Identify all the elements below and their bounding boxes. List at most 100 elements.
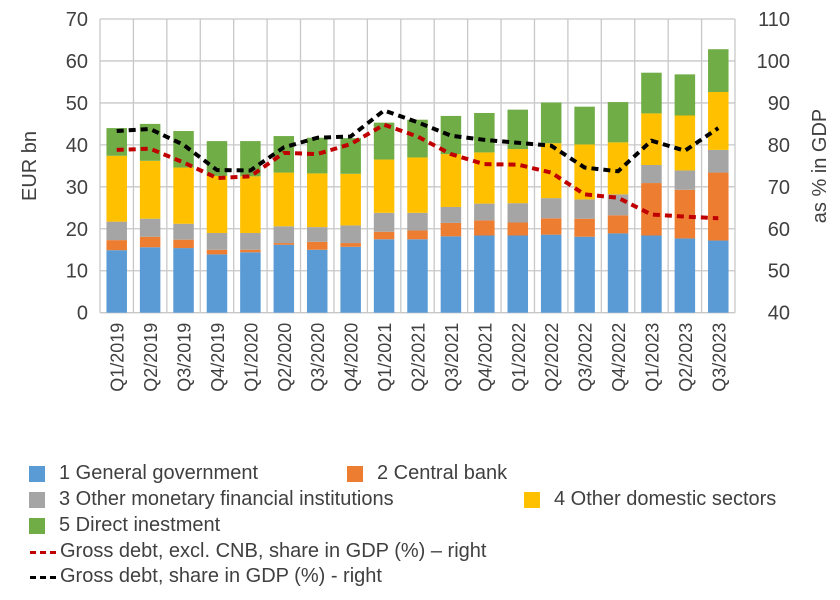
bar-segment-1 xyxy=(273,244,295,313)
chart: 0 10 20 30 40 50 60 70 40 50 60 70 80 90 100 110 Q1/20… xyxy=(19,9,831,392)
bar-segment-2 xyxy=(507,222,529,236)
bar-stack xyxy=(474,112,495,313)
bar-segment-4 xyxy=(139,160,161,219)
bar-segment-3 xyxy=(173,223,194,240)
bar-segment-2 xyxy=(139,236,161,248)
bar-segment-3 xyxy=(507,203,529,223)
bar-segment-1 xyxy=(206,254,228,313)
x-tick-label: Q1/2020 xyxy=(241,323,261,392)
legend-item-other-domestic: 4 Other domestic sectors xyxy=(524,488,776,511)
bar-segment-3 xyxy=(106,221,127,241)
y2-tick-label: 60 xyxy=(768,219,790,241)
legend-swatch xyxy=(29,517,45,534)
y-axis-title: EUR bn xyxy=(19,131,41,201)
y2-tick-label: 110 xyxy=(758,9,790,31)
bar-segment-1 xyxy=(139,247,161,313)
legend-label: 1 General government xyxy=(59,462,259,484)
bar-segment-5 xyxy=(607,102,629,143)
bar-stack xyxy=(240,141,261,313)
bar-segment-4 xyxy=(240,176,261,233)
y2-tick-label: 100 xyxy=(757,51,790,73)
bar-segment-5 xyxy=(540,102,562,144)
bar-segment-2 xyxy=(240,249,261,253)
bar-segment-1 xyxy=(440,236,462,313)
bar-stack xyxy=(206,141,228,313)
bar-segment-4 xyxy=(373,159,395,213)
bar-segment-1 xyxy=(407,239,428,313)
legend-label: Gross debt, excl. CNB, share in GDP (%) … xyxy=(60,540,487,562)
bar-segment-3 xyxy=(708,149,729,173)
y2-axis-title: as % in GDP xyxy=(809,109,831,223)
bar-segment-4 xyxy=(206,175,228,233)
x-tick-label: Q3/2019 xyxy=(175,323,195,392)
bar-segment-3 xyxy=(474,203,495,221)
bar-segment-3 xyxy=(440,206,462,223)
bar-segment-2 xyxy=(407,230,428,240)
x-tick-label: Q2/2021 xyxy=(409,323,429,392)
bar-segment-2 xyxy=(474,220,495,236)
bar-stack xyxy=(340,138,361,313)
bar-segment-5 xyxy=(507,109,529,150)
x-tick-label: Q3/2020 xyxy=(308,323,328,392)
bar-segment-4 xyxy=(106,155,127,222)
legend-label: 4 Other domestic sectors xyxy=(554,488,777,510)
y-tick-label: 70 xyxy=(66,9,88,31)
bar-segment-2 xyxy=(641,183,662,236)
bar-segment-2 xyxy=(106,240,127,251)
bars xyxy=(106,49,729,313)
x-tick-label: Q2/2023 xyxy=(676,323,696,392)
x-tick-label: Q4/2019 xyxy=(208,323,228,392)
bar-segment-2 xyxy=(708,172,729,241)
bar-segment-2 xyxy=(306,241,328,250)
bar-segment-1 xyxy=(540,234,562,313)
bar-segment-4 xyxy=(306,173,328,228)
legend-swatch xyxy=(29,491,45,508)
bar-stack xyxy=(407,119,428,313)
bar-segment-4 xyxy=(708,92,729,150)
legend-item-direct-investment: 5 Direct inestment xyxy=(29,514,220,537)
bar-segment-1 xyxy=(641,235,662,313)
y-tick-label: 10 xyxy=(66,261,88,283)
x-tick-label: Q4/2022 xyxy=(609,323,629,392)
x-axis: Q1/2019 Q2/2019 Q3/2019 Q4/2019 Q1/2020 Q2/20… xyxy=(108,323,730,392)
y-axis-left: 0 10 20 30 40 50 60 70 xyxy=(66,9,88,325)
bar-segment-3 xyxy=(340,225,361,244)
bar-segment-1 xyxy=(240,252,261,313)
x-tick-label: Q2/2019 xyxy=(141,323,161,392)
bar-segment-2 xyxy=(373,231,395,240)
y2-tick-label: 90 xyxy=(768,93,790,115)
legend-label: Gross debt, share in GDP (%) - right xyxy=(60,565,382,587)
bar-segment-3 xyxy=(373,212,395,232)
bar-segment-2 xyxy=(173,239,194,249)
bar-segment-5 xyxy=(206,141,228,176)
bar-segment-1 xyxy=(306,249,328,313)
bar-stack xyxy=(540,102,562,313)
legend-item-gross-debt: Gross debt, share in GDP (%) - right xyxy=(30,565,382,588)
bar-segment-4 xyxy=(340,173,361,226)
bar-segment-3 xyxy=(540,198,562,219)
bar-segment-1 xyxy=(474,235,495,313)
bar-stack xyxy=(507,109,529,313)
legend-dash xyxy=(30,569,56,585)
y2-tick-label: 70 xyxy=(768,177,790,199)
bar-segment-4 xyxy=(507,149,529,204)
bar-segment-5 xyxy=(106,128,127,156)
legend-dash xyxy=(30,544,56,560)
y-tick-label: 50 xyxy=(66,93,88,115)
y-tick-label: 30 xyxy=(66,177,88,199)
bar-segment-2 xyxy=(440,222,462,237)
bar-segment-3 xyxy=(574,199,595,219)
bar-segment-4 xyxy=(574,144,595,200)
legend-swatch xyxy=(29,465,45,482)
y-tick-label: 40 xyxy=(66,135,88,157)
x-tick-label: Q3/2023 xyxy=(709,323,729,392)
legend-swatch xyxy=(347,465,363,482)
x-tick-label: Q1/2019 xyxy=(108,323,128,392)
bar-segment-5 xyxy=(574,106,595,145)
bar-segment-3 xyxy=(273,226,295,244)
bar-segment-2 xyxy=(273,243,295,245)
bar-segment-4 xyxy=(407,157,428,213)
bar-segment-5 xyxy=(440,115,462,155)
bar-segment-4 xyxy=(540,143,562,199)
bar-segment-2 xyxy=(540,218,562,235)
